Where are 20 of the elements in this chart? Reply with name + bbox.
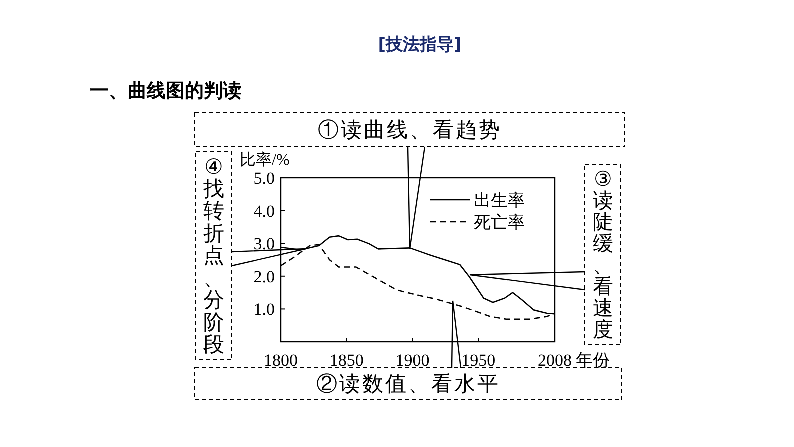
- chart-title: [技法指导]: [378, 35, 462, 55]
- y-tick-label: 4.0: [254, 202, 275, 221]
- text: ②读数值、看水平: [316, 372, 500, 396]
- text: ④找转折点、分阶段: [204, 154, 224, 357]
- x-tick-label: 1900: [396, 351, 430, 370]
- x-tick-label: 1850: [330, 351, 364, 370]
- chart-subtitle: 一、曲线图的判读: [90, 80, 242, 102]
- x-tick-label: 1950: [462, 351, 496, 370]
- y-tick-label: 5.0: [254, 169, 275, 188]
- legend-label: 死亡率: [474, 213, 525, 232]
- text: ③读陡缓、看速度: [593, 169, 613, 342]
- x-axis-title: 年份: [576, 351, 610, 370]
- legend-label: 出生率: [474, 191, 525, 210]
- y-tick-label: 2.0: [254, 267, 275, 286]
- x-tick-label: 2008: [538, 351, 572, 370]
- y-tick-label: 1.0: [254, 300, 275, 320]
- y-tick-label: 3.0: [254, 234, 275, 254]
- x-tick-label: 1800: [264, 351, 298, 370]
- y-axis-title: 比率/%: [240, 151, 290, 169]
- text: ①读曲线、看趋势: [318, 118, 502, 142]
